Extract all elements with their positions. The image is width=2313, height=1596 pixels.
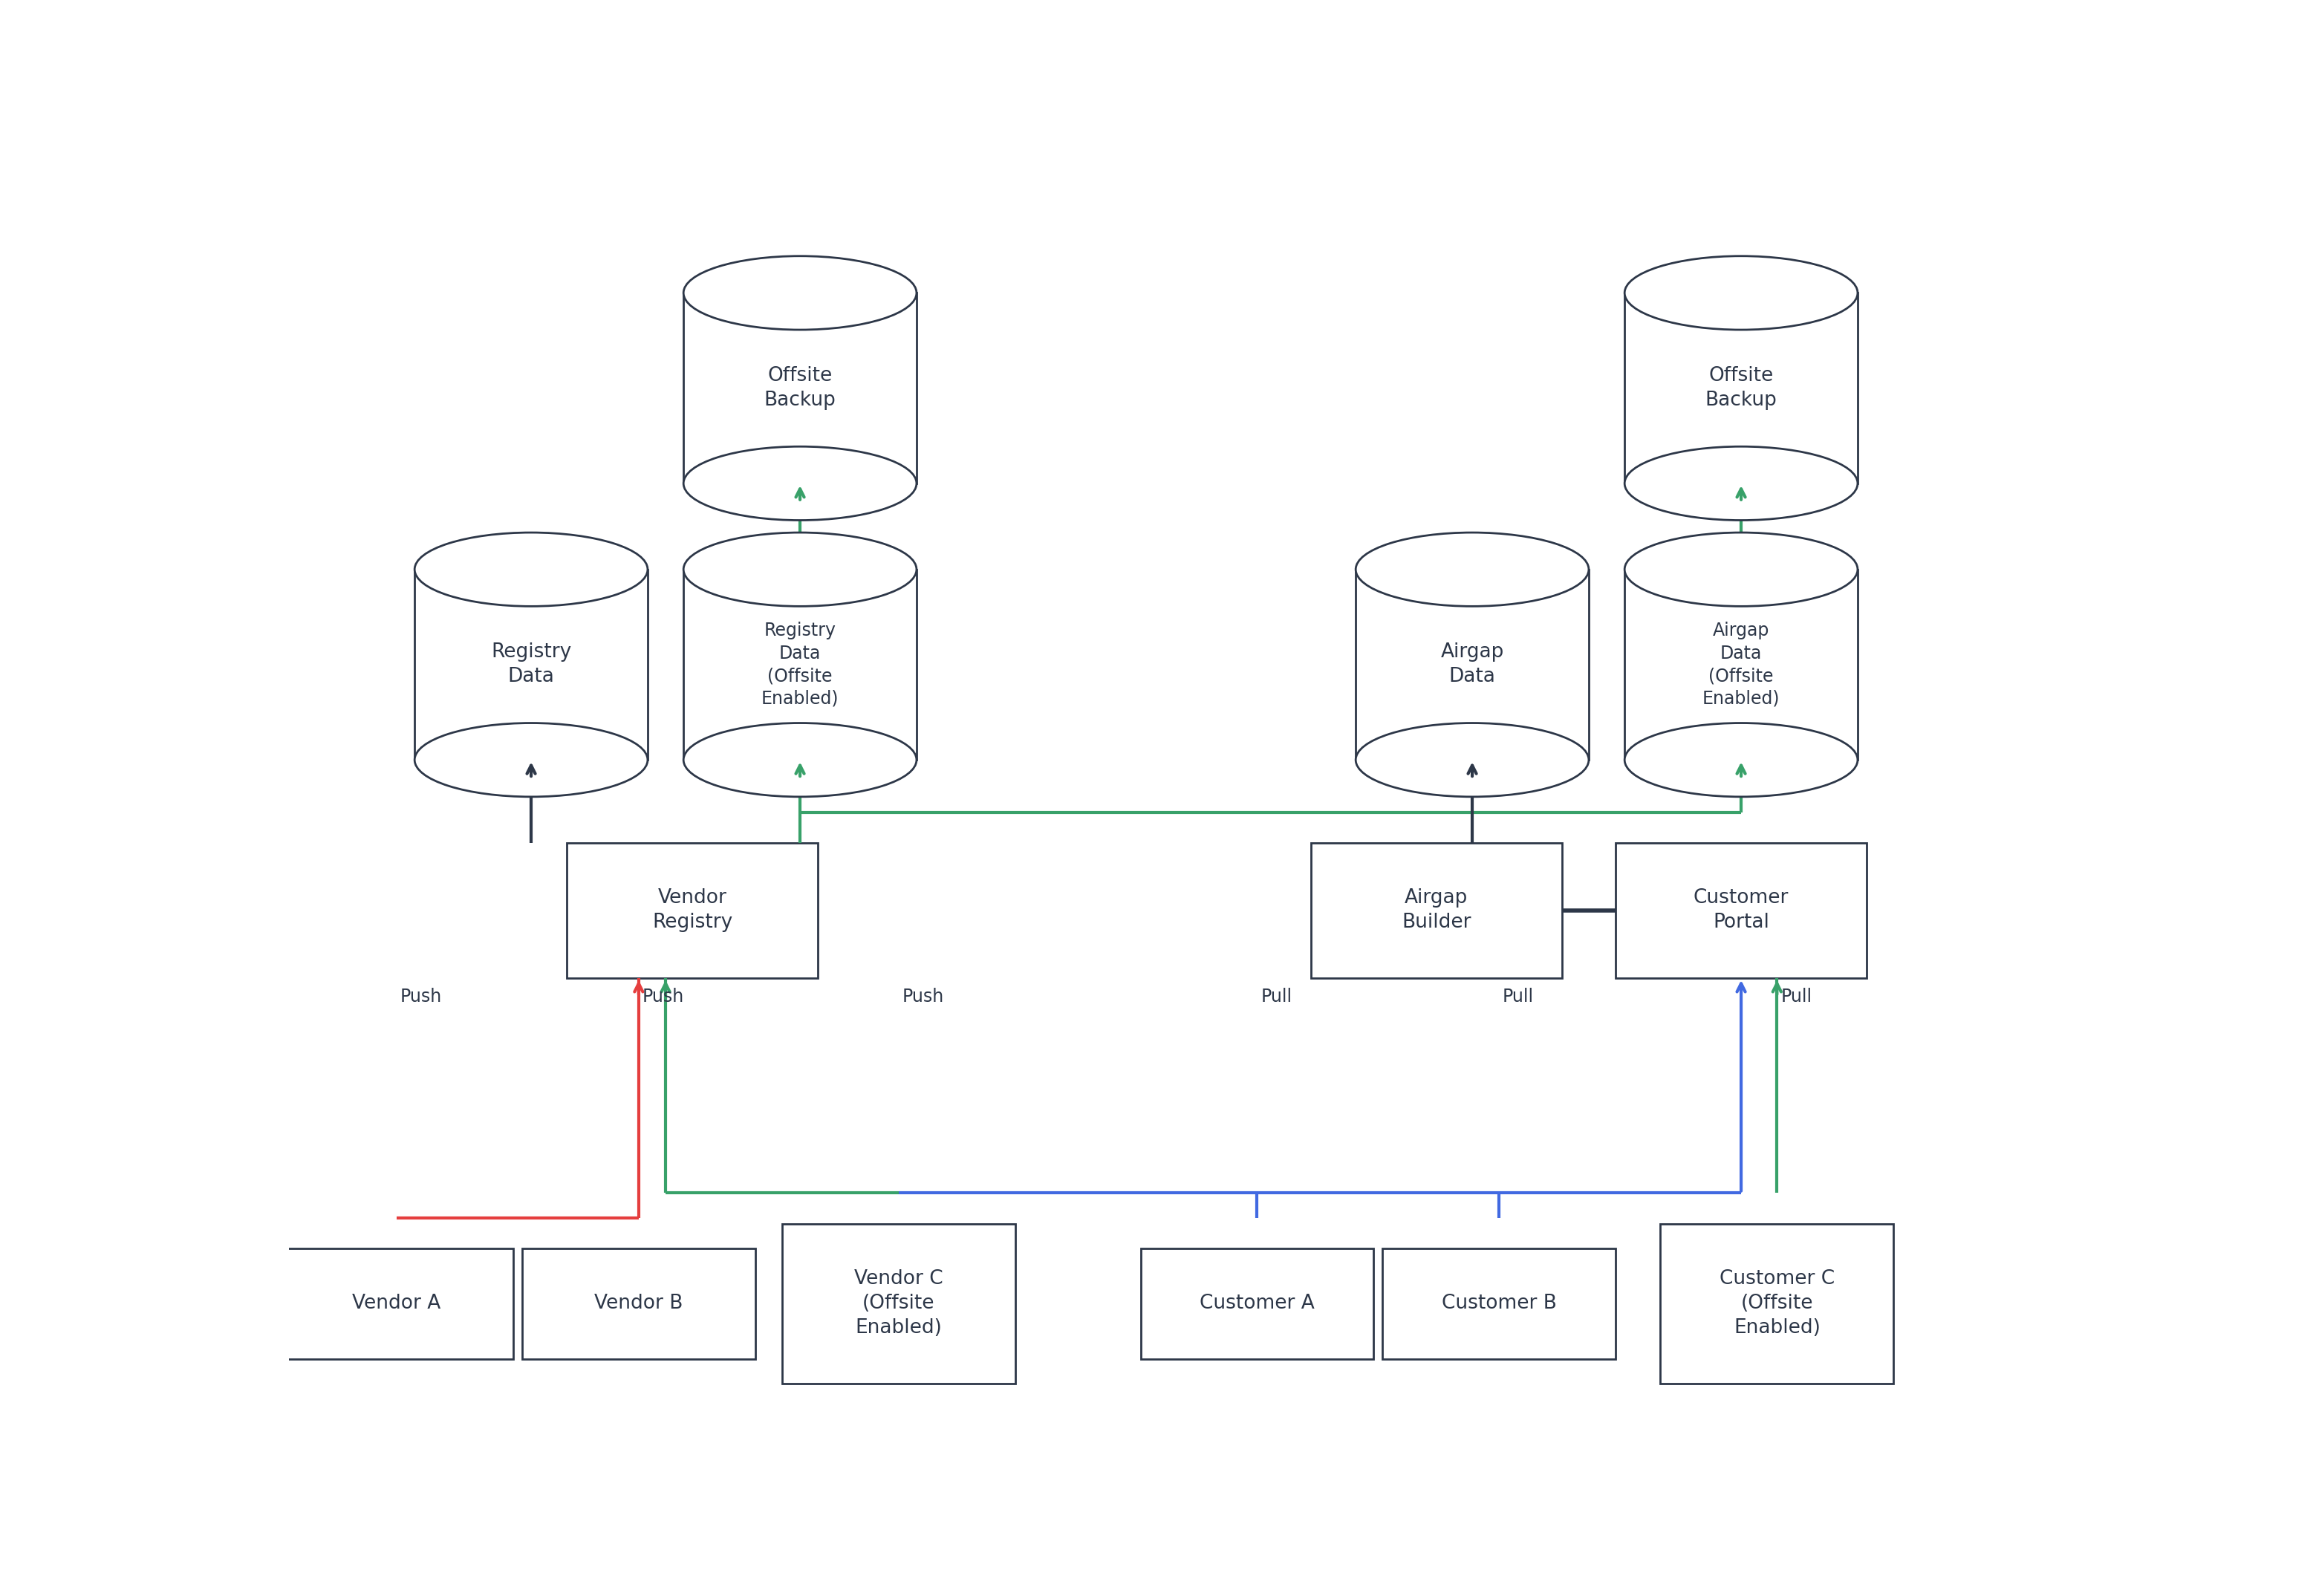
Ellipse shape: [682, 447, 916, 520]
Bar: [682, 294, 916, 484]
Text: Airgap
Data: Airgap Data: [1441, 643, 1503, 686]
Text: Pull: Pull: [1503, 988, 1534, 1005]
Ellipse shape: [1355, 723, 1589, 796]
Ellipse shape: [682, 533, 916, 606]
Ellipse shape: [1624, 533, 1857, 606]
Text: Push: Push: [902, 988, 944, 1005]
Ellipse shape: [1624, 255, 1857, 330]
Text: Customer A: Customer A: [1200, 1294, 1314, 1314]
Ellipse shape: [414, 723, 648, 796]
Bar: [1624, 570, 1857, 760]
Text: Customer C
(Offsite
Enabled): Customer C (Offsite Enabled): [1719, 1269, 1834, 1337]
Ellipse shape: [682, 255, 916, 330]
Text: Registry
Data
(Offsite
Enabled): Registry Data (Offsite Enabled): [761, 621, 840, 707]
Text: Vendor A: Vendor A: [352, 1294, 442, 1314]
Text: Airgap
Data
(Offsite
Enabled): Airgap Data (Offsite Enabled): [1702, 621, 1781, 707]
Text: Airgap
Builder: Airgap Builder: [1402, 889, 1471, 932]
Ellipse shape: [1624, 447, 1857, 520]
Text: Push: Push: [643, 988, 685, 1005]
Bar: [1624, 294, 1857, 484]
FancyBboxPatch shape: [1140, 1248, 1374, 1360]
Text: Vendor B: Vendor B: [594, 1294, 682, 1314]
FancyBboxPatch shape: [280, 1248, 513, 1360]
Ellipse shape: [1355, 533, 1589, 606]
Text: Vendor C
(Offsite
Enabled): Vendor C (Offsite Enabled): [853, 1269, 944, 1337]
Bar: [414, 570, 648, 760]
Text: Push: Push: [400, 988, 442, 1005]
Ellipse shape: [414, 533, 648, 606]
FancyBboxPatch shape: [1661, 1224, 1894, 1384]
FancyBboxPatch shape: [1311, 843, 1561, 978]
Text: Customer
Portal: Customer Portal: [1693, 889, 1788, 932]
Bar: [1355, 570, 1589, 760]
Text: Registry
Data: Registry Data: [490, 643, 571, 686]
FancyBboxPatch shape: [782, 1224, 1015, 1384]
Text: Offsite
Backup: Offsite Backup: [1705, 365, 1776, 410]
Ellipse shape: [682, 723, 916, 796]
FancyBboxPatch shape: [1383, 1248, 1614, 1360]
FancyBboxPatch shape: [523, 1248, 754, 1360]
Text: Pull: Pull: [1261, 988, 1293, 1005]
FancyBboxPatch shape: [567, 843, 819, 978]
Text: Pull: Pull: [1781, 988, 1811, 1005]
FancyBboxPatch shape: [1614, 843, 1867, 978]
Text: Customer B: Customer B: [1441, 1294, 1557, 1314]
Text: Vendor
Registry: Vendor Registry: [652, 889, 733, 932]
Text: Offsite
Backup: Offsite Backup: [763, 365, 835, 410]
Bar: [682, 570, 916, 760]
Ellipse shape: [1624, 723, 1857, 796]
